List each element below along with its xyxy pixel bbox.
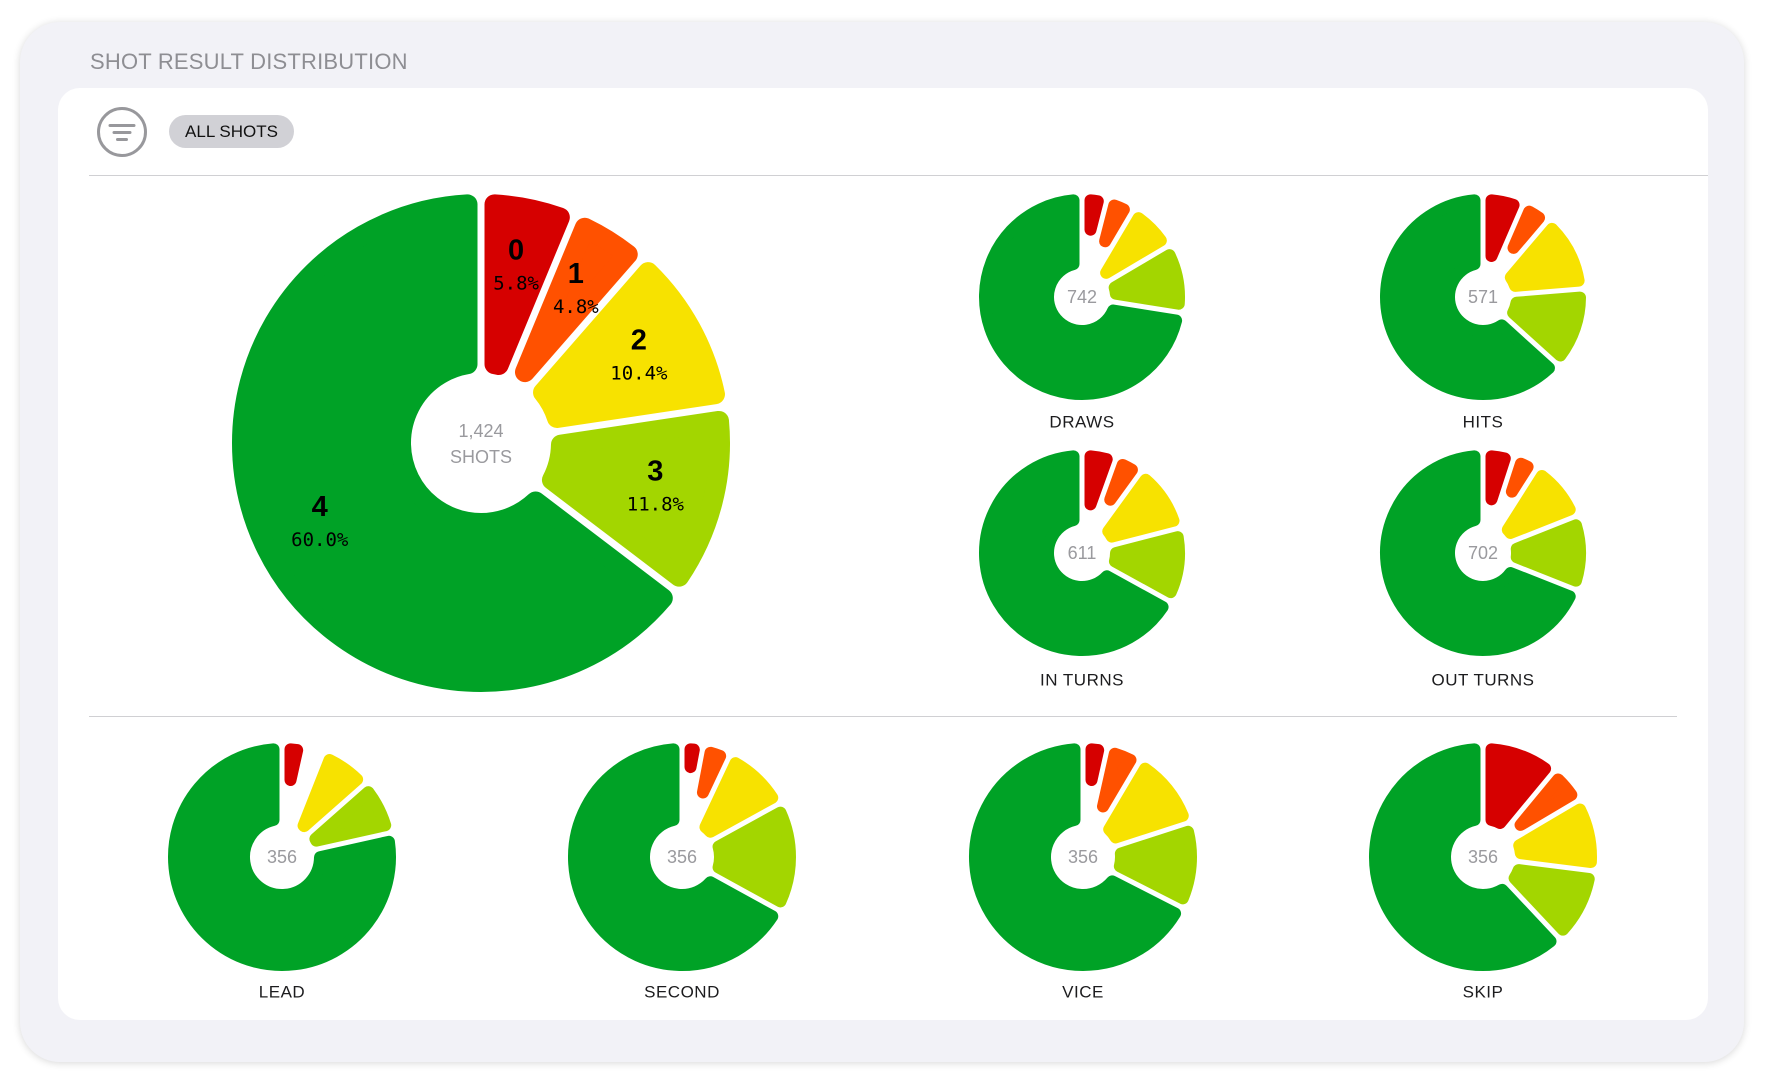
- section-divider: [89, 716, 1677, 717]
- lead-caption: LEAD: [259, 983, 305, 1002]
- slice-category-label: 4: [312, 491, 328, 523]
- in-turns-count: 611: [1068, 543, 1097, 563]
- draws-caption: DRAWS: [1049, 413, 1114, 432]
- four-slice[interactable]: [1369, 743, 1557, 971]
- draws-donut-chart[interactable]: 742 DRAWS: [979, 194, 1185, 432]
- draws-count: 742: [1067, 287, 1097, 307]
- second-caption: SECOND: [644, 983, 720, 1002]
- second-donut-chart[interactable]: 356 SECOND: [568, 743, 796, 1002]
- slice-category-label: 1: [568, 258, 584, 290]
- one-slice[interactable]: [1505, 457, 1534, 498]
- main-donut-chart: 1,424 SHOTS 0 5.8% 1 4.8% 2 10.4% 3 11.8…: [232, 194, 730, 692]
- slice-percent-label: 60.0%: [291, 529, 349, 551]
- card-title: SHOT RESULT DISTRIBUTION: [90, 49, 408, 74]
- three-slice[interactable]: [712, 806, 796, 908]
- three-slice[interactable]: [1113, 825, 1197, 905]
- two-slice[interactable]: [1100, 212, 1167, 279]
- four-slice[interactable]: [168, 743, 396, 971]
- one-slice[interactable]: [1097, 747, 1137, 813]
- out-turns-donut-chart[interactable]: 702 OUT TURNS: [1380, 450, 1586, 690]
- three-slice[interactable]: [1108, 249, 1185, 310]
- slice-category-label: 3: [647, 456, 663, 488]
- hits-count: 571: [1468, 287, 1498, 307]
- vice-caption: VICE: [1062, 983, 1104, 1002]
- zero-slice[interactable]: [1485, 194, 1520, 262]
- zero-slice[interactable]: [284, 743, 304, 787]
- zero-slice[interactable]: [1085, 743, 1105, 787]
- zero-slice[interactable]: [1485, 743, 1552, 830]
- four-slice[interactable]: [232, 194, 673, 692]
- slice-percent-label: 10.4%: [610, 363, 668, 385]
- lead-count: 356: [267, 847, 297, 867]
- four-slice[interactable]: [1380, 194, 1555, 400]
- three-slice[interactable]: [1108, 531, 1185, 599]
- hits-donut-chart[interactable]: 571 HITS: [1380, 194, 1586, 432]
- one-slice[interactable]: [1099, 199, 1130, 248]
- zero-slice[interactable]: [1084, 450, 1113, 511]
- two-slice[interactable]: [1102, 473, 1180, 543]
- four-slice[interactable]: [969, 743, 1182, 971]
- skip-donut-chart[interactable]: 356 SKIP: [1369, 743, 1597, 1002]
- hits-caption: HITS: [1463, 413, 1504, 432]
- lead-donut-chart[interactable]: 356 LEAD: [168, 743, 396, 1002]
- skip-caption: SKIP: [1463, 983, 1504, 1002]
- vice-donut-chart[interactable]: 356 VICE: [969, 743, 1197, 1002]
- vice-count: 356: [1068, 847, 1098, 867]
- zero-slice[interactable]: [684, 743, 700, 774]
- zero-slice[interactable]: [1485, 450, 1511, 506]
- filter-button[interactable]: [96, 106, 148, 158]
- four-slice[interactable]: [568, 743, 779, 971]
- second-count: 356: [667, 847, 697, 867]
- out-turns-caption: OUT TURNS: [1431, 671, 1534, 690]
- in-turns-caption: IN TURNS: [1040, 671, 1124, 690]
- one-slice[interactable]: [696, 746, 727, 799]
- total-shots-value: 1,424: [458, 421, 503, 441]
- header-divider: [89, 175, 1708, 176]
- in-turns-donut-chart[interactable]: 611 IN TURNS: [979, 450, 1185, 690]
- four-slice[interactable]: [979, 194, 1183, 400]
- slice-category-label: 0: [508, 234, 524, 266]
- all-shots-chip[interactable]: ALL SHOTS: [169, 115, 294, 148]
- two-slice[interactable]: [699, 757, 779, 838]
- slice-percent-label: 5.8%: [493, 272, 539, 294]
- one-slice[interactable]: [1514, 773, 1578, 831]
- three-slice[interactable]: [541, 410, 730, 587]
- four-slice[interactable]: [979, 450, 1169, 656]
- total-shots-label: SHOTS: [450, 447, 512, 467]
- slice-percent-label: 11.8%: [627, 494, 685, 516]
- one-slice[interactable]: [1104, 458, 1138, 506]
- two-slice[interactable]: [297, 754, 364, 833]
- zero-slice[interactable]: [484, 194, 570, 375]
- three-slice[interactable]: [1508, 864, 1595, 936]
- one-slice[interactable]: [1507, 205, 1546, 254]
- three-slice[interactable]: [1510, 519, 1586, 587]
- slice-percent-label: 4.8%: [553, 296, 599, 318]
- four-slice[interactable]: [1380, 450, 1576, 656]
- two-slice[interactable]: [1501, 469, 1576, 539]
- one-slice[interactable]: [514, 217, 638, 383]
- slice-category-label: 2: [631, 325, 647, 357]
- out-turns-count: 702: [1468, 543, 1498, 563]
- two-slice[interactable]: [1504, 222, 1585, 292]
- filter-icon: [97, 107, 147, 157]
- two-slice[interactable]: [1103, 762, 1189, 844]
- zero-slice[interactable]: [1084, 194, 1104, 236]
- two-slice[interactable]: [533, 262, 725, 428]
- two-slice[interactable]: [1513, 803, 1597, 869]
- skip-count: 356: [1468, 847, 1498, 867]
- three-slice[interactable]: [309, 786, 392, 847]
- three-slice[interactable]: [1507, 291, 1586, 362]
